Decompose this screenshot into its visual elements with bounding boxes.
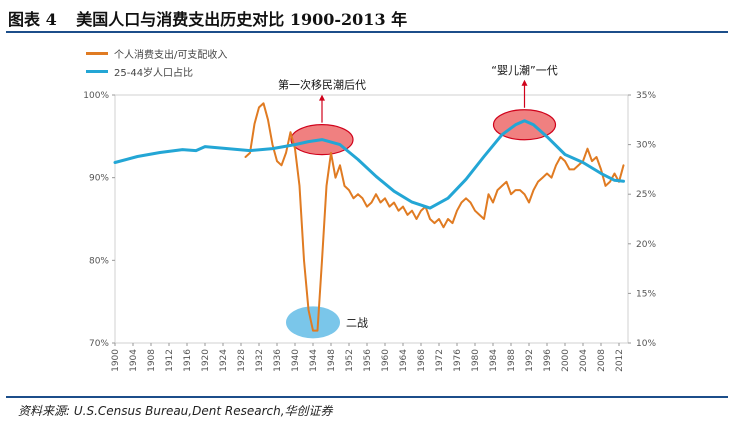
- annotation-label: “婴儿潮”一代: [491, 63, 557, 77]
- x-axis-tick-label: 1988: [507, 349, 517, 372]
- chart-legend: 个人消费支出/可支配收入 25-44岁人口占比: [86, 44, 227, 80]
- legend-swatch-consumption: [86, 51, 108, 55]
- x-axis-tick-label: 1976: [453, 349, 463, 372]
- right-axis-tick-label: 15%: [636, 289, 656, 299]
- consumption-series-line: [244, 102, 625, 332]
- x-axis-tick-label: 1952: [345, 349, 355, 372]
- x-axis-tick-label: 1992: [525, 349, 535, 372]
- source-note: 资料来源: U.S.Census Bureau,Dent Research,华创…: [18, 404, 333, 418]
- annotation-arrow-head: [521, 79, 528, 86]
- left-axis-tick-label: 90%: [89, 174, 109, 184]
- legend-label-consumption: 个人消费支出/可支配收入: [114, 49, 228, 61]
- top-rule: [6, 31, 728, 33]
- x-axis-tick-label: 1984: [489, 349, 499, 372]
- plot-area: [114, 94, 629, 344]
- legend-swatch-population: [86, 69, 108, 73]
- x-axis-tick-label: 1968: [417, 349, 427, 372]
- x-axis-tick-label: 1912: [165, 349, 175, 372]
- x-axis-tick-label: 1936: [273, 349, 283, 372]
- x-axis-tick-label: 2004: [579, 349, 589, 372]
- annotation-label: 二战: [346, 316, 368, 329]
- x-axis-tick-label: 1972: [435, 349, 445, 372]
- legend-item-consumption: 个人消费支出/可支配收入: [86, 44, 227, 62]
- chart-title: 图表 4 美国人口与消费支出历史对比 1900-2013 年: [8, 6, 407, 30]
- right-axis-tick-label: 20%: [636, 240, 656, 250]
- x-axis-tick-label: 1980: [471, 349, 481, 372]
- right-axis-tick-label: 25%: [636, 190, 656, 200]
- x-axis-tick-label: 1904: [129, 349, 139, 372]
- annotation-arrow-head: [319, 94, 325, 101]
- left-axis-tick-label: 80%: [89, 256, 109, 266]
- x-axis-tick-label: 1940: [291, 349, 301, 372]
- legend-label-population: 25-44岁人口占比: [114, 67, 194, 79]
- legend-item-population: 25-44岁人口占比: [86, 62, 227, 80]
- highlight-ellipse-blue: [286, 306, 340, 339]
- x-axis-tick-label: 1900: [111, 349, 121, 372]
- x-axis-tick-label: 1956: [363, 349, 373, 372]
- annotation-label: 第一次移民潮后代: [278, 78, 366, 92]
- x-axis-tick-label: 2000: [561, 349, 571, 372]
- x-axis-tick-label: 1996: [543, 349, 553, 372]
- population-series-line: [113, 119, 625, 210]
- right-axis-tick-label: 10%: [636, 339, 656, 349]
- x-axis-tick-label: 1932: [255, 349, 265, 372]
- x-axis-tick-label: 1964: [399, 349, 409, 372]
- right-axis-tick-label: 30%: [636, 141, 656, 151]
- x-axis-tick-label: 1928: [237, 349, 247, 372]
- figure-label: 图表 4: [8, 10, 57, 29]
- bottom-rule: [6, 396, 728, 398]
- x-axis-tick-label: 2012: [615, 349, 625, 372]
- left-axis-tick-label: 100%: [83, 91, 109, 101]
- right-axis-tick-label: 35%: [636, 91, 656, 101]
- figure-title: 美国人口与消费支出历史对比 1900-2013 年: [76, 10, 408, 29]
- x-axis-tick-label: 1948: [327, 349, 337, 372]
- left-axis-tick-label: 70%: [89, 339, 109, 349]
- x-axis-tick-label: 1960: [381, 349, 391, 372]
- x-axis-tick-label: 1920: [201, 349, 211, 372]
- x-axis-tick-label: 2008: [597, 349, 607, 372]
- x-axis-tick-label: 1944: [309, 349, 319, 372]
- x-axis-tick-label: 1924: [219, 349, 229, 372]
- x-axis-tick-label: 1916: [183, 349, 193, 372]
- x-axis-tick-label: 1908: [147, 349, 157, 372]
